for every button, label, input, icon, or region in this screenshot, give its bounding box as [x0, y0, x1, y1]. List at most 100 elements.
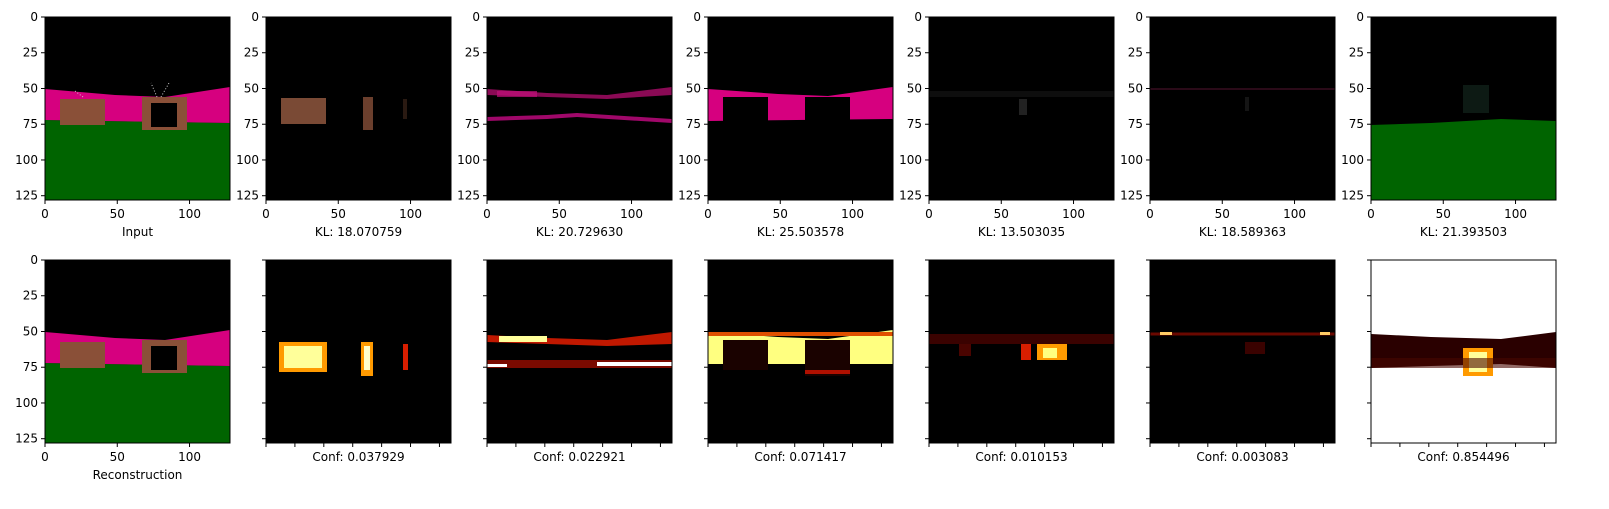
panel-caption: KL: 21.393503 — [1420, 225, 1507, 239]
y-tick-label: 50 — [686, 81, 701, 95]
panel-caption: Conf: 0.037929 — [312, 450, 404, 464]
y-tick-label: 0 — [472, 10, 480, 24]
y-tick-label: 125 — [457, 189, 480, 203]
y-tick-label: 100 — [1341, 153, 1364, 167]
panel-caption: Conf: 0.022921 — [533, 450, 625, 464]
y-tick-label: 0 — [914, 10, 922, 24]
x-tick-label: 0 — [1146, 207, 1154, 221]
x-tick-label: 0 — [41, 207, 49, 221]
y-tick-label: 25 — [244, 46, 259, 60]
panel-caption: Conf: 0.071417 — [754, 450, 846, 464]
x-tick-label: 0 — [925, 207, 933, 221]
x-tick-label: 50 — [331, 207, 346, 221]
panel-slot-3 — [707, 16, 894, 201]
panel-caption: KL: 13.503035 — [978, 225, 1065, 239]
y-tick-label: 25 — [1128, 46, 1143, 60]
y-tick-label: 125 — [899, 189, 922, 203]
x-tick-label: 0 — [262, 207, 270, 221]
x-tick-label: 100 — [620, 207, 643, 221]
y-tick-label: 25 — [686, 46, 701, 60]
y-tick-label: 0 — [30, 10, 38, 24]
y-tick-label: 50 — [465, 81, 480, 95]
x-tick-label: 100 — [1283, 207, 1306, 221]
y-tick-label: 125 — [678, 189, 701, 203]
y-tick-label: 100 — [15, 396, 38, 410]
x-tick-label: 0 — [483, 207, 491, 221]
y-tick-label: 75 — [907, 117, 922, 131]
panel-mask-1 — [265, 259, 452, 444]
x-tick-label: 100 — [178, 207, 201, 221]
y-tick-label: 25 — [907, 46, 922, 60]
x-tick-label: 50 — [110, 207, 125, 221]
y-tick-label: 25 — [465, 46, 480, 60]
x-tick-label: 50 — [1436, 207, 1451, 221]
y-tick-label: 75 — [244, 117, 259, 131]
y-tick-label: 75 — [23, 360, 38, 374]
y-tick-label: 50 — [244, 81, 259, 95]
x-tick-label: 100 — [1504, 207, 1527, 221]
x-tick-label: 50 — [773, 207, 788, 221]
y-tick-label: 125 — [1120, 189, 1143, 203]
panel-caption: KL: 18.589363 — [1199, 225, 1286, 239]
x-tick-label: 100 — [178, 450, 201, 464]
panel-input — [44, 16, 231, 201]
y-tick-label: 75 — [23, 117, 38, 131]
panel-slot-1 — [265, 16, 452, 201]
x-tick-label: 50 — [994, 207, 1009, 221]
x-tick-label: 50 — [1215, 207, 1230, 221]
y-tick-label: 100 — [236, 153, 259, 167]
panel-slot-2 — [486, 16, 673, 201]
y-tick-label: 125 — [15, 432, 38, 446]
panel-caption: KL: 20.729630 — [536, 225, 623, 239]
y-tick-label: 125 — [15, 189, 38, 203]
y-tick-label: 0 — [30, 253, 38, 267]
y-tick-label: 0 — [693, 10, 701, 24]
panel-reconstruction — [44, 259, 231, 444]
y-tick-label: 50 — [1349, 81, 1364, 95]
panel-caption: Conf: 0.010153 — [975, 450, 1067, 464]
panel-caption: KL: 18.070759 — [315, 225, 402, 239]
y-tick-label: 100 — [15, 153, 38, 167]
y-tick-label: 25 — [23, 46, 38, 60]
y-tick-label: 50 — [23, 81, 38, 95]
panel-caption: KL: 25.503578 — [757, 225, 844, 239]
panel-mask-4 — [928, 259, 1115, 444]
panel-caption: Conf: 0.854496 — [1417, 450, 1509, 464]
y-tick-label: 100 — [1120, 153, 1143, 167]
panel-slot-4 — [928, 16, 1115, 201]
x-tick-label: 50 — [110, 450, 125, 464]
x-tick-label: 0 — [41, 450, 49, 464]
y-tick-label: 50 — [907, 81, 922, 95]
y-tick-label: 75 — [686, 117, 701, 131]
y-tick-label: 75 — [1128, 117, 1143, 131]
x-tick-label: 0 — [1367, 207, 1375, 221]
panel-caption: Input — [122, 225, 153, 239]
x-tick-label: 50 — [552, 207, 567, 221]
panel-mask-6 — [1370, 259, 1557, 444]
y-tick-label: 75 — [465, 117, 480, 131]
panel-slot-5 — [1149, 16, 1336, 201]
y-tick-label: 100 — [457, 153, 480, 167]
panel-mask-5 — [1149, 259, 1336, 444]
y-tick-label: 0 — [1135, 10, 1143, 24]
y-tick-label: 75 — [1349, 117, 1364, 131]
x-tick-label: 100 — [399, 207, 422, 221]
y-tick-label: 0 — [251, 10, 259, 24]
x-tick-label: 100 — [841, 207, 864, 221]
y-tick-label: 50 — [23, 324, 38, 338]
y-tick-label: 25 — [23, 289, 38, 303]
y-tick-label: 25 — [1349, 46, 1364, 60]
x-tick-label: 100 — [1062, 207, 1085, 221]
y-tick-label: 100 — [678, 153, 701, 167]
y-tick-label: 125 — [236, 189, 259, 203]
y-tick-label: 125 — [1341, 189, 1364, 203]
y-tick-label: 100 — [899, 153, 922, 167]
y-tick-label: 50 — [1128, 81, 1143, 95]
panel-caption: Conf: 0.003083 — [1196, 450, 1288, 464]
panel-slot-6 — [1370, 16, 1557, 201]
panel-mask-2 — [486, 259, 673, 444]
panel-caption: Reconstruction — [93, 468, 183, 482]
x-tick-label: 0 — [704, 207, 712, 221]
